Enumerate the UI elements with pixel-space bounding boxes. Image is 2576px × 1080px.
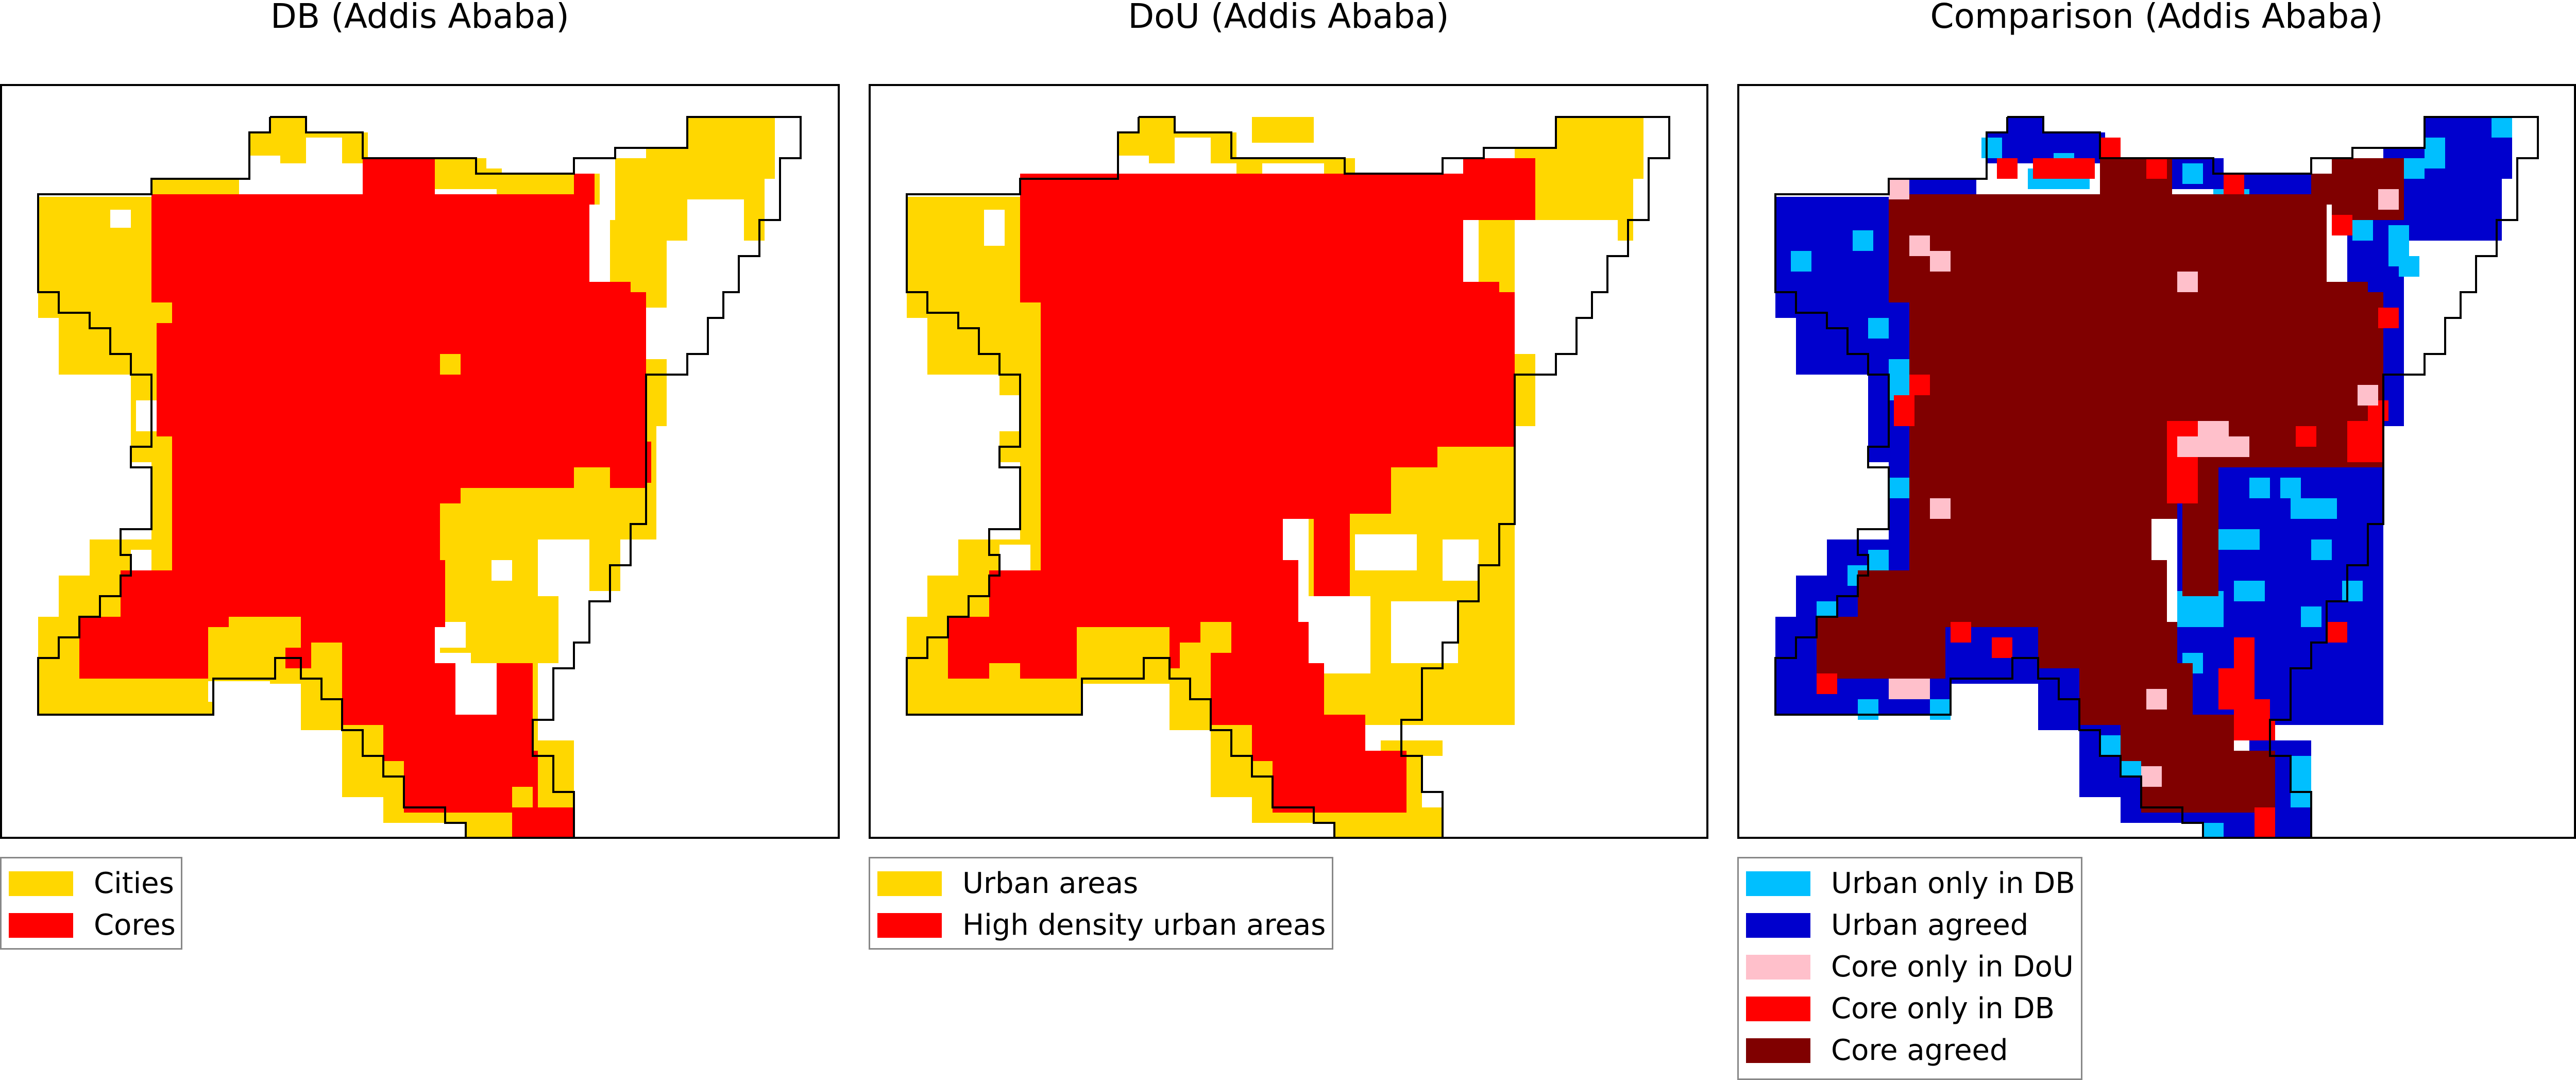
map-frame [0,84,840,839]
map-frame [869,84,1708,839]
legend-item-cities: Cities [9,863,174,904]
legend-swatch [9,913,73,938]
map-frame [1737,84,2576,839]
legend-label: Cores [94,908,176,942]
legend-label: High density urban areas [962,908,1326,942]
legend-db: Cities Cores [0,857,182,950]
legend-item-core-only-dou: Core only in DoU [1746,946,2074,988]
legend-swatch [9,871,73,896]
legend-label: Cities [94,867,174,900]
legend-item-cores: Cores [9,904,176,946]
map-comparison [1774,116,2539,837]
legend-label: Core only in DoU [1831,950,2074,984]
legend-label: Core agreed [1831,1034,2008,1067]
legend-label: Urban areas [962,867,1139,900]
legend-swatch [1746,913,1810,938]
legend-swatch [1746,996,1810,1021]
legend-item-urban-agreed: Urban agreed [1746,904,2074,946]
panel-title: DoU (Addis Ababa) [1128,0,1449,36]
legend-swatch [1746,1038,1810,1063]
legend-swatch [877,871,942,896]
legend-comparison: Urban only in DB Urban agreed Core only … [1737,857,2082,1080]
legend-label: Urban agreed [1831,908,2029,942]
legend-swatch [1746,954,1810,980]
panel-title: Comparison (Addis Ababa) [1930,0,2383,36]
legend-label: Urban only in DB [1831,867,2075,900]
legend-dou: Urban areas High density urban areas [869,857,1333,950]
legend-item-urban-areas: Urban areas [877,863,1325,904]
legend-item-urban-only-db: Urban only in DB [1746,863,2075,904]
legend-item-high-density: High density urban areas [877,904,1326,946]
legend-swatch [877,913,942,938]
legend-swatch [1746,871,1810,896]
legend-item-core-agreed: Core agreed [1746,1030,2074,1071]
map-db [37,116,802,837]
legend-label: Core only in DB [1831,992,2055,1025]
panel-title: DB (Addis Ababa) [270,0,569,36]
map-dou [906,116,1670,837]
legend-item-core-only-db: Core only in DB [1746,988,2074,1030]
